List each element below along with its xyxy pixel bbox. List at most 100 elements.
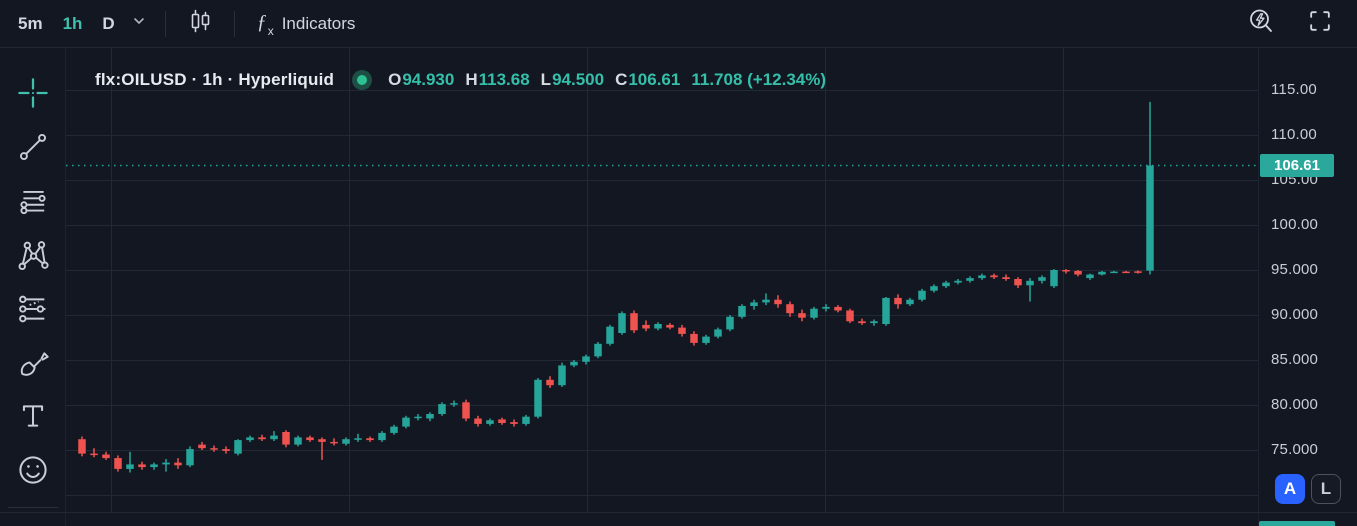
candle xyxy=(762,293,770,306)
interval-button-1h[interactable]: 1h xyxy=(62,13,83,33)
interval-button-d[interactable]: D xyxy=(102,13,115,33)
fullscreen-icon xyxy=(1307,8,1333,39)
candle xyxy=(834,305,842,313)
candle xyxy=(186,446,194,468)
chart-legend: flx:OILUSD · 1h · Hyperliquid O94.930 H1… xyxy=(95,70,826,90)
candle xyxy=(246,435,254,442)
candle xyxy=(990,273,998,279)
text-tool-icon xyxy=(17,400,49,437)
chart-type-button[interactable] xyxy=(180,3,220,44)
time-axis-separator xyxy=(0,512,1357,513)
low-value: L94.500 xyxy=(540,70,605,89)
close-value: C106.61 xyxy=(615,70,681,89)
chart-pane[interactable]: flx:OILUSD · 1h · Hyperliquid O94.930 H1… xyxy=(66,48,1258,526)
fib-retracement-icon xyxy=(17,185,49,222)
tool-fib-retracement[interactable] xyxy=(13,183,53,223)
tool-xabcd-pattern[interactable] xyxy=(13,237,53,277)
candle xyxy=(318,437,326,460)
candle xyxy=(1098,270,1106,276)
candle xyxy=(654,322,662,331)
candle xyxy=(546,376,554,388)
forecast-icon xyxy=(16,292,50,331)
quick-search-button[interactable] xyxy=(1241,3,1281,44)
candle xyxy=(1146,101,1154,275)
change-value: 11.708 (+12.34%) xyxy=(691,70,827,89)
symbol-title[interactable]: flx:OILUSD · 1h · Hyperliquid xyxy=(95,70,335,89)
candle xyxy=(906,297,914,306)
candle xyxy=(462,399,470,422)
candle xyxy=(78,436,86,457)
price-axis[interactable]: 115.00 110.00 105.00 100.00 95.000 90.000 85.0… xyxy=(1258,48,1357,526)
candle xyxy=(102,451,110,460)
toolbar-separator xyxy=(233,10,235,37)
price-axis-label: 75.000 xyxy=(1271,441,1319,458)
candle xyxy=(114,455,122,472)
flash-search-icon xyxy=(1247,7,1275,40)
candle xyxy=(198,441,206,450)
tool-forecast[interactable] xyxy=(13,291,53,331)
indicators-button[interactable]: ƒx Indicators xyxy=(249,8,364,39)
market-status-dot xyxy=(352,70,373,90)
candle xyxy=(1110,270,1118,274)
log-scale-button[interactable]: L xyxy=(1311,474,1341,504)
candle xyxy=(618,311,626,335)
candle xyxy=(282,430,290,448)
candle xyxy=(630,310,638,333)
candle xyxy=(1134,270,1142,274)
candle xyxy=(414,414,422,421)
candlestick-svg[interactable] xyxy=(66,48,1258,512)
tool-text[interactable] xyxy=(13,398,53,438)
price-axis-label: 115.00 xyxy=(1271,81,1317,98)
candle xyxy=(594,342,602,359)
candle xyxy=(606,324,614,346)
candle xyxy=(1038,275,1046,284)
interval-button-5m[interactable]: 5m xyxy=(18,13,43,33)
candle xyxy=(1050,269,1058,288)
top-toolbar: 5m 1h D ƒx Indicators xyxy=(0,0,1357,48)
candle xyxy=(366,436,374,442)
candle xyxy=(858,318,866,325)
price-axis-label: 85.000 xyxy=(1271,351,1319,368)
fx-indicators-icon: ƒx xyxy=(256,11,274,38)
candle xyxy=(342,437,350,446)
candle xyxy=(126,451,134,473)
candle xyxy=(222,446,230,454)
tool-trend-line[interactable] xyxy=(13,129,53,169)
candle xyxy=(498,417,506,425)
candle xyxy=(162,459,170,472)
main-area: flx:OILUSD · 1h · Hyperliquid O94.930 H1… xyxy=(0,48,1357,526)
candle xyxy=(390,424,398,435)
candle xyxy=(258,434,266,441)
price-axis-label: 95.000 xyxy=(1271,261,1319,278)
candle xyxy=(534,378,542,419)
tool-crosshair[interactable] xyxy=(13,75,53,115)
candle xyxy=(450,400,458,407)
candle xyxy=(726,315,734,332)
candle xyxy=(978,273,986,280)
candle xyxy=(738,304,746,319)
auto-scale-button[interactable]: A xyxy=(1275,474,1305,504)
candle xyxy=(234,439,242,456)
candle xyxy=(942,280,950,288)
price-axis-label: 80.000 xyxy=(1271,396,1319,413)
tool-brush[interactable] xyxy=(13,345,53,385)
trend-line-icon xyxy=(17,131,49,168)
candle xyxy=(642,320,650,332)
candle xyxy=(1014,277,1022,288)
candle xyxy=(690,331,698,346)
fullscreen-button[interactable] xyxy=(1301,4,1339,43)
candle xyxy=(798,309,806,322)
candle xyxy=(1122,270,1130,274)
tool-emoji[interactable] xyxy=(13,452,53,492)
candle xyxy=(822,304,830,312)
candle xyxy=(294,435,302,447)
price-axis-label: 100.00 xyxy=(1271,216,1319,233)
candle xyxy=(486,418,494,426)
interval-menu-button[interactable] xyxy=(127,9,151,38)
candle xyxy=(510,419,518,427)
candle xyxy=(1074,270,1082,277)
candle xyxy=(306,435,314,442)
ohlc-values: O94.930 H113.68 L94.500 C106.61 11.708 (… xyxy=(388,70,826,90)
candle xyxy=(1062,269,1070,274)
drawing-toolbar xyxy=(0,48,66,526)
